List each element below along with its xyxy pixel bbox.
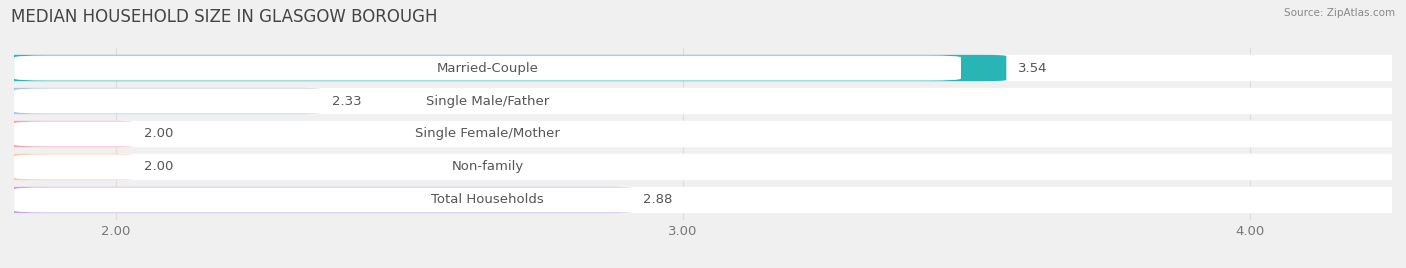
FancyBboxPatch shape (0, 121, 1406, 147)
FancyBboxPatch shape (14, 55, 960, 81)
FancyBboxPatch shape (0, 88, 1406, 114)
Text: Total Households: Total Households (432, 193, 544, 206)
Text: 2.00: 2.00 (145, 161, 174, 173)
FancyBboxPatch shape (14, 187, 960, 213)
Text: 3.54: 3.54 (1018, 62, 1047, 75)
Text: Single Male/Father: Single Male/Father (426, 95, 550, 107)
Text: Non-family: Non-family (451, 161, 523, 173)
Text: 2.00: 2.00 (145, 128, 174, 140)
FancyBboxPatch shape (14, 154, 960, 180)
FancyBboxPatch shape (0, 88, 321, 114)
FancyBboxPatch shape (14, 121, 960, 147)
FancyBboxPatch shape (14, 88, 960, 114)
Text: Source: ZipAtlas.com: Source: ZipAtlas.com (1284, 8, 1395, 18)
Text: 2.88: 2.88 (644, 193, 673, 206)
FancyBboxPatch shape (0, 154, 134, 180)
FancyBboxPatch shape (0, 121, 134, 147)
Text: 2.33: 2.33 (332, 95, 361, 107)
Text: MEDIAN HOUSEHOLD SIZE IN GLASGOW BOROUGH: MEDIAN HOUSEHOLD SIZE IN GLASGOW BOROUGH (11, 8, 437, 26)
FancyBboxPatch shape (0, 55, 1406, 81)
Text: Married-Couple: Married-Couple (437, 62, 538, 75)
Text: Single Female/Mother: Single Female/Mother (415, 128, 560, 140)
FancyBboxPatch shape (0, 187, 1406, 213)
FancyBboxPatch shape (0, 154, 1406, 180)
FancyBboxPatch shape (0, 55, 1007, 81)
FancyBboxPatch shape (0, 187, 633, 213)
